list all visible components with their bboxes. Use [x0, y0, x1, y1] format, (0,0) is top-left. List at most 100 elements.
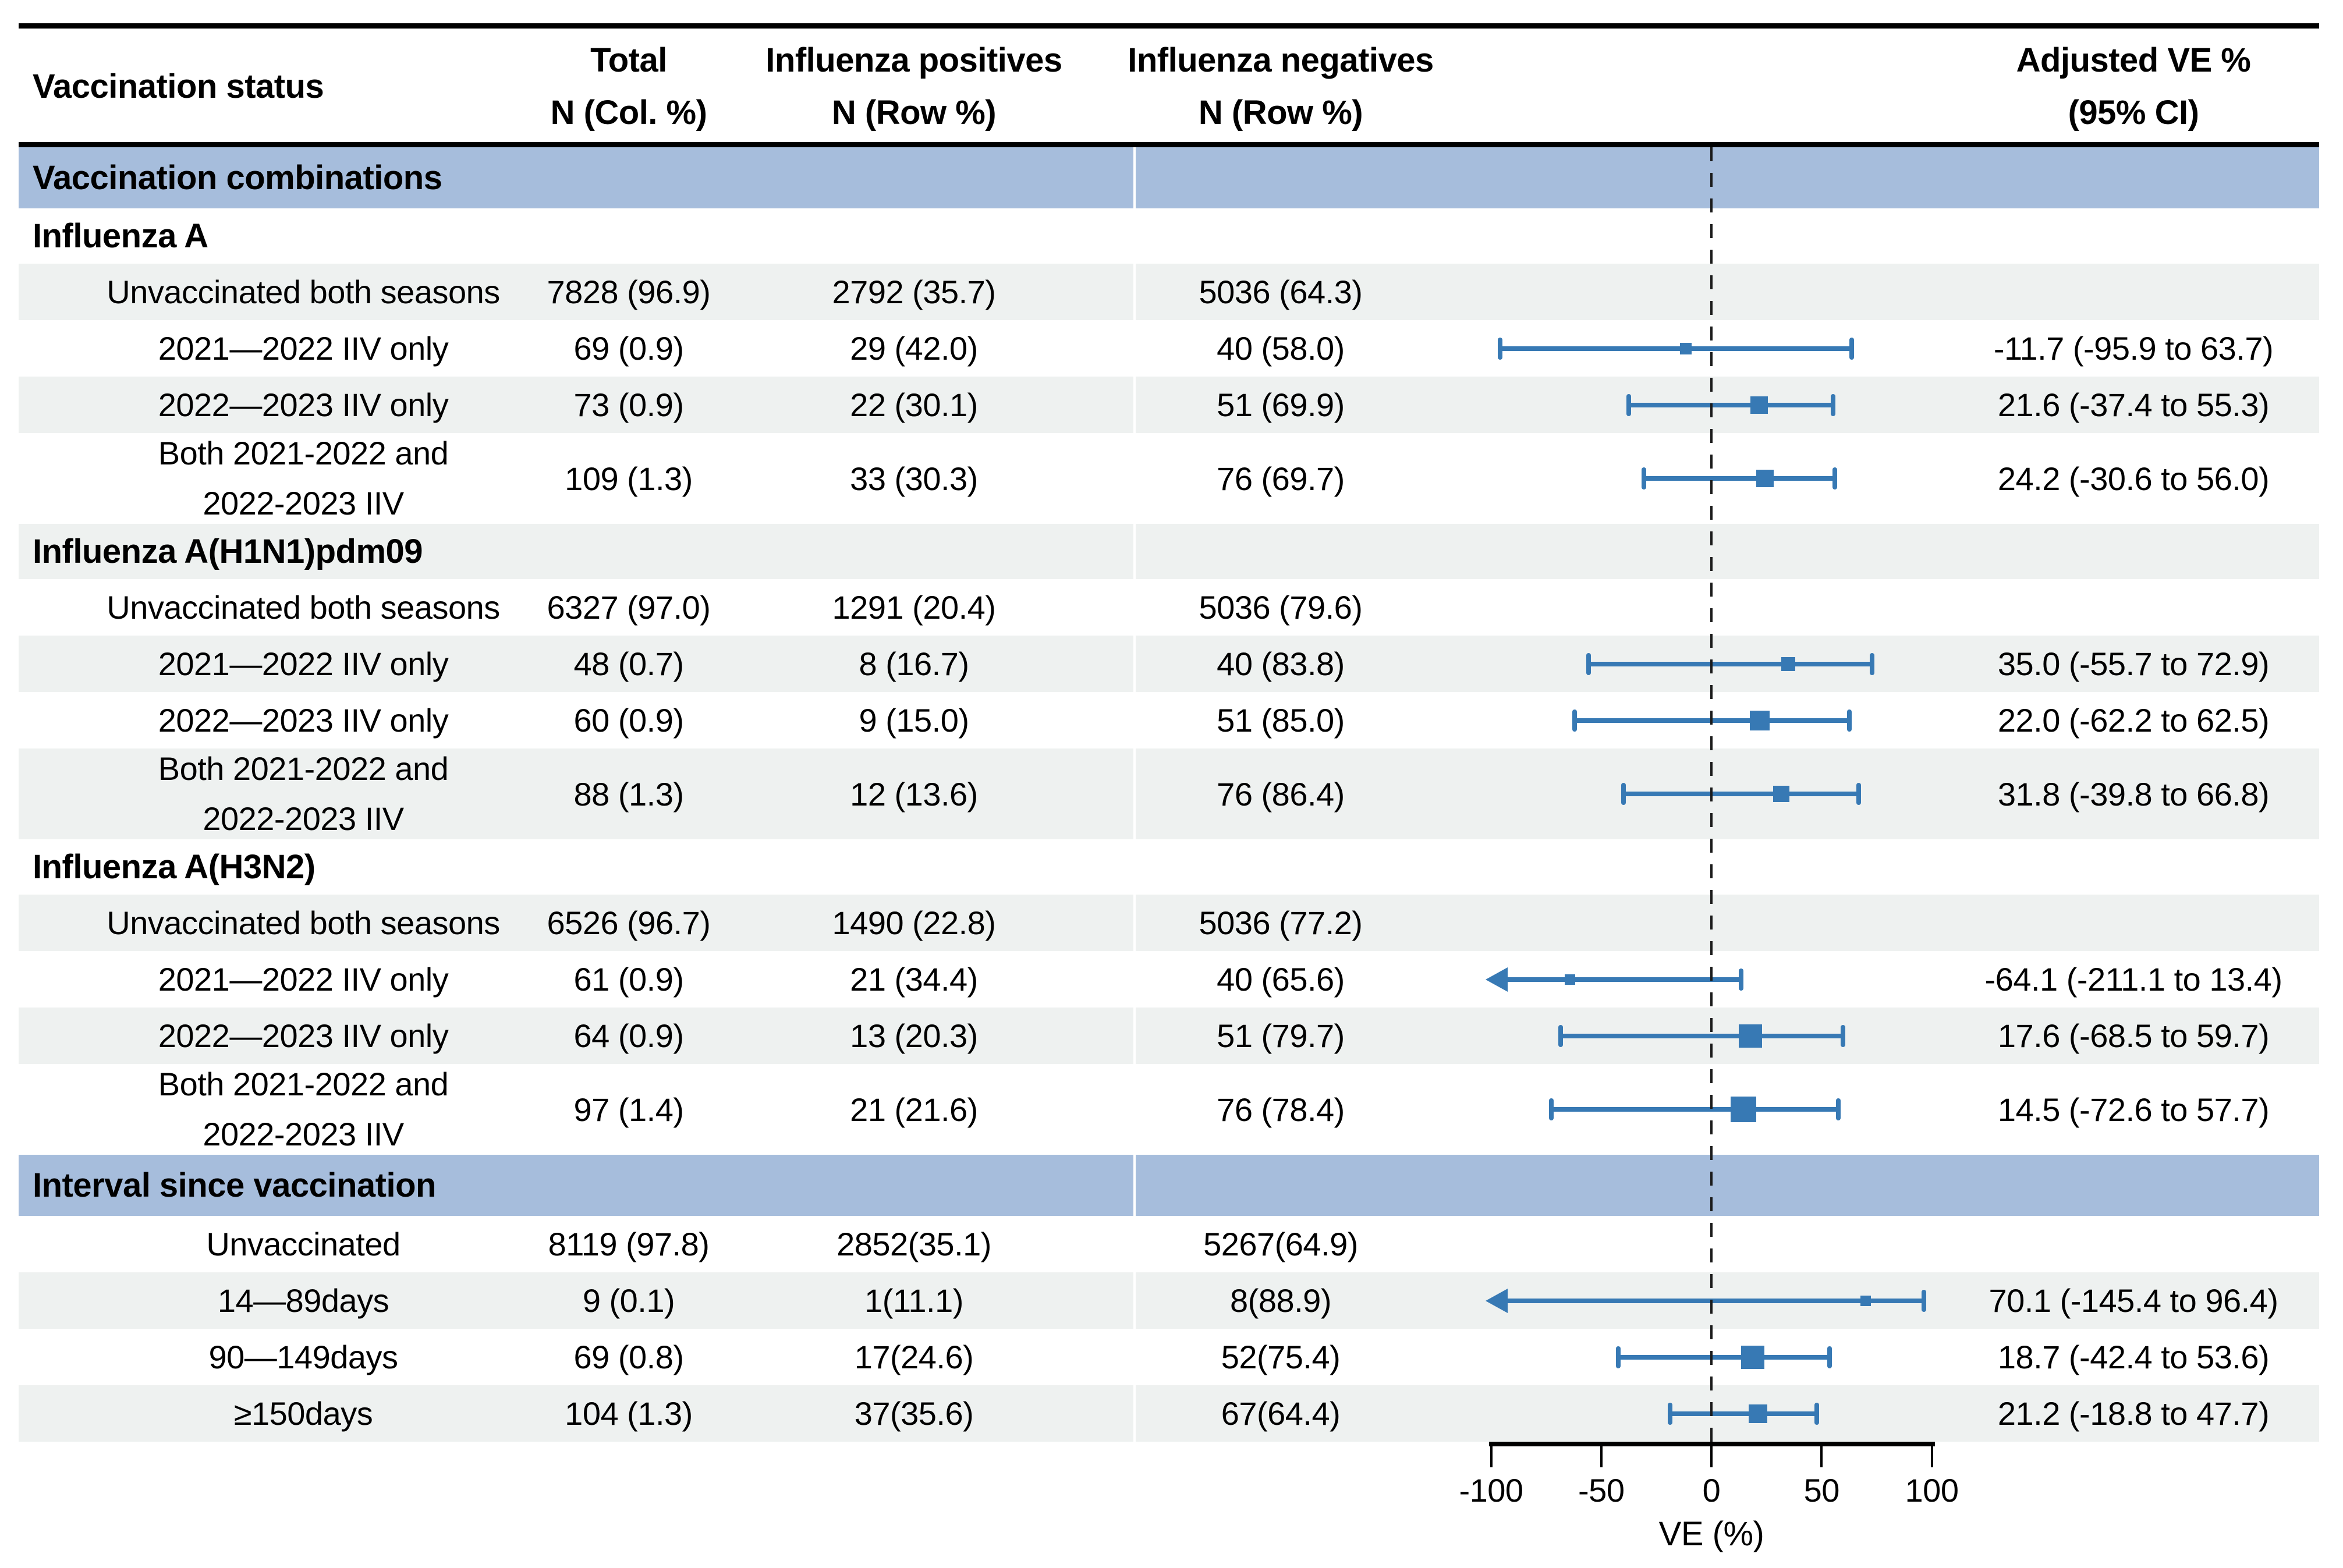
cell-adjusted-ve-ci: 17.6 (-68.5 to 59.7): [1997, 1017, 2270, 1054]
cell-total-n: 9 (0.1): [582, 1282, 675, 1319]
ci-point-estimate-marker: [1781, 657, 1796, 671]
ci-cap-right: [1869, 652, 1874, 675]
ci-cap-right: [1832, 467, 1837, 489]
column-divider: [1133, 636, 1136, 692]
row-label: 2022—2023 IIV only: [158, 702, 449, 739]
section-header-label: Influenza A(H1N1)pdm09: [33, 533, 423, 570]
ci-cap-left: [1626, 393, 1632, 416]
table-row: Unvaccinated both seasons 6526 (96.7) 1490…: [0, 895, 2343, 951]
cell-total-n: 69 (0.9): [573, 330, 685, 367]
table-row: 2021—2022 IIV only 61 (0.9) 21 (34.4) 40 (6…: [0, 951, 2343, 1008]
row-label: 2021—2022 IIV only: [158, 330, 449, 367]
cell-total-n: 61 (0.9): [573, 961, 685, 998]
cell-total-n: 48 (0.7): [573, 645, 685, 682]
ci-point-estimate-marker: [1679, 342, 1692, 354]
table-row: Interval since vaccination: [0, 1155, 2343, 1216]
ci-cap-right: [1846, 709, 1852, 732]
section-band-background: [19, 147, 2319, 208]
cell-adjusted-ve-ci: 70.1 (-145.4 to 96.4): [1988, 1282, 2278, 1319]
row-stripe-background: [19, 748, 2319, 839]
table-row: 2021—2022 IIV only 48 (0.7) 8 (16.7) 40 (83…: [0, 636, 2343, 692]
ci-point-estimate-marker: [1860, 1295, 1871, 1306]
table-row: Both 2021-2022 and 2022-2023 IIV 97 (1.4) 2…: [0, 1064, 2343, 1155]
ci-cap-left: [1667, 1402, 1672, 1425]
row-label: Both 2021-2022 and 2022-2023 IIV: [19, 748, 588, 839]
table-row: Unvaccinated both seasons 6327 (97.0) 1291…: [0, 579, 2343, 636]
header-influenza-positives: Influenza positives N (Row %): [763, 31, 1065, 142]
cell-total-n: 97 (1.4): [573, 1091, 685, 1128]
ci-point-estimate-marker: [1741, 1345, 1764, 1369]
table-row: Unvaccinated both seasons 7828 (96.9) 2792…: [0, 264, 2343, 320]
header-label: Total: [590, 41, 667, 79]
cell-influenza-positives: 9 (15.0): [859, 702, 970, 739]
axis-tick: [1820, 1442, 1823, 1467]
axis-tick-label: 100: [1905, 1472, 1959, 1509]
cell-influenza-positives: 1490 (22.8): [832, 904, 996, 941]
column-divider: [1133, 895, 1136, 951]
ci-clipped-arrow-left: [1486, 967, 1508, 992]
axis-tick-label: -50: [1578, 1472, 1625, 1509]
cell-total-n: 6526 (96.7): [547, 904, 711, 941]
ci-line: [1644, 476, 1835, 481]
ci-cap-right: [1849, 337, 1855, 360]
ci-cap-right: [1840, 1024, 1845, 1047]
ci-plot: [0, 1329, 2343, 1385]
ci-point-estimate-marker: [1773, 786, 1790, 802]
cell-influenza-positives: 37(35.6): [854, 1395, 974, 1432]
header-label: N (Row %): [1198, 93, 1363, 132]
cell-total-n: 88 (1.3): [573, 775, 685, 813]
ci-plot: [0, 748, 2343, 839]
ci-line: [1560, 1033, 1843, 1038]
axis-tick-label: 50: [1803, 1472, 1840, 1509]
ci-cap-right: [1827, 1346, 1832, 1368]
row-label: 2022—2023 IIV only: [158, 386, 449, 423]
row-label-line: Both 2021-2022 and: [158, 435, 449, 471]
ci-plot: [0, 692, 2343, 748]
row-stripe-background: [19, 264, 2319, 320]
table-row: Both 2021-2022 and 2022-2023 IIV 109 (1.3)…: [0, 433, 2343, 524]
cell-total-n: 60 (0.9): [573, 702, 685, 739]
ci-line: [1629, 402, 1834, 407]
axis-tick: [1490, 1442, 1493, 1467]
column-divider: [1133, 1272, 1136, 1329]
row-stripe-background: [19, 1385, 2319, 1442]
cell-total-n: 64 (0.9): [573, 1017, 685, 1054]
row-stripe-background: [19, 895, 2319, 951]
header-label: N (Col. %): [550, 93, 707, 132]
ci-cap-left: [1621, 783, 1626, 805]
cell-adjusted-ve-ci: 21.2 (-18.8 to 47.7): [1997, 1395, 2270, 1432]
table-row: ≥150days 104 (1.3) 37(35.6) 67(64.4) 21.2 (-…: [0, 1385, 2343, 1442]
cell-influenza-negatives: 5036 (79.6): [1199, 589, 1363, 626]
ci-line: [1589, 661, 1872, 666]
ci-cap-left: [1615, 1346, 1621, 1368]
table-row: Influenza A(H1N1)pdm09: [0, 524, 2343, 579]
axis-title: VE (%): [1658, 1515, 1764, 1553]
table-row: Vaccination combinations: [0, 147, 2343, 208]
cell-total-n: 104 (1.3): [565, 1395, 693, 1432]
ci-cap-left: [1498, 337, 1503, 360]
ci-point-estimate-marker: [1730, 1097, 1756, 1122]
ci-plot: [0, 1008, 2343, 1064]
cell-influenza-negatives: 5036 (64.3): [1199, 274, 1363, 310]
ci-clipped-arrow-left: [1486, 1288, 1508, 1313]
ci-cap-right: [1814, 1402, 1819, 1425]
cell-adjusted-ve-ci: 22.0 (-62.2 to 62.5): [1997, 702, 2270, 739]
row-label-line: Both 2021-2022 and: [158, 1066, 449, 1102]
cell-influenza-negatives: 51 (79.7): [1217, 1017, 1345, 1054]
ci-plot: [0, 320, 2343, 377]
section-header-label: Influenza A: [33, 217, 208, 255]
ci-plot: [0, 1272, 2343, 1329]
cell-influenza-negatives: 51 (85.0): [1217, 702, 1345, 739]
axis-tick-label: 0: [1702, 1472, 1721, 1509]
cell-influenza-negatives: 40 (58.0): [1217, 330, 1345, 367]
ci-cap-right: [1836, 1098, 1841, 1120]
ci-cap-left: [1586, 652, 1591, 675]
cell-adjusted-ve-ci: 24.2 (-30.6 to 56.0): [1997, 460, 2270, 497]
row-stripe-background: [19, 1272, 2319, 1329]
cell-adjusted-ve-ci: 14.5 (-72.6 to 57.7): [1997, 1091, 2270, 1128]
header-influenza-negatives: Influenza negatives N (Row %): [1126, 31, 1435, 142]
ci-line: [1505, 977, 1741, 982]
row-label: 14—89days: [217, 1282, 389, 1319]
cell-adjusted-ve-ci: -64.1 (-211.1 to 13.4): [1984, 961, 2282, 998]
row-label: 90—149days: [208, 1339, 398, 1375]
